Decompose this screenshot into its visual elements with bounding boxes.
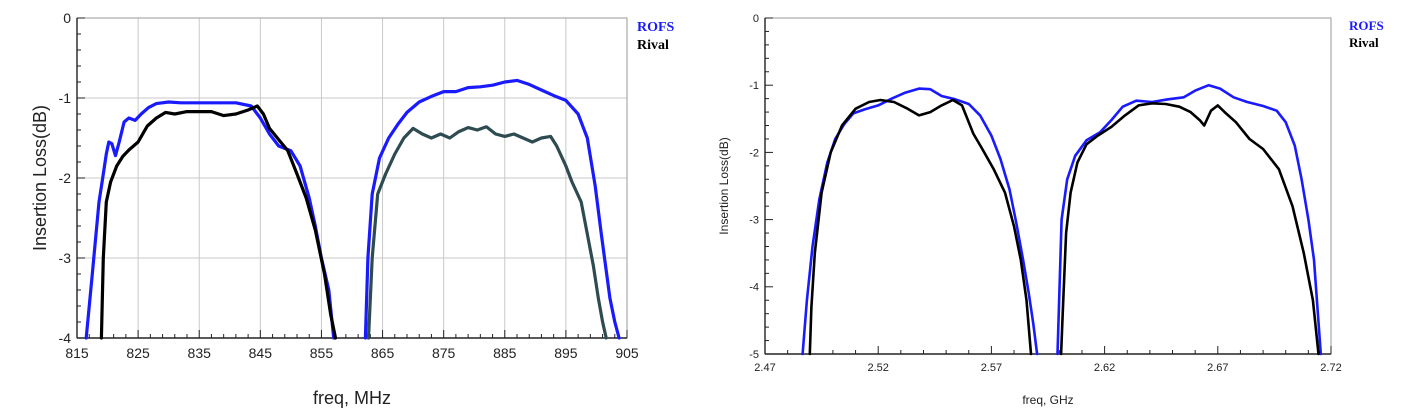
rival-series-line (1059, 102, 1320, 356)
x-tick-label: 2.72 (1320, 362, 1341, 374)
legend-entry-rofs: ROFS (637, 20, 675, 35)
x-tick-label: 2.52 (867, 362, 888, 374)
x-tick-label: 2.67 (1207, 362, 1228, 374)
y-tick-label: -4 (59, 330, 72, 346)
unlabeled-series-line (366, 125, 608, 340)
legend-entry-rofs: ROFS (1349, 18, 1384, 33)
x-tick-label: 905 (615, 345, 639, 361)
y-tick-label: -5 (749, 349, 759, 361)
x-tick-label: 845 (249, 345, 273, 361)
y-tick-label: 0 (63, 10, 71, 26)
x-tick-label: 2.47 (754, 362, 775, 374)
y-tick-label: -2 (59, 170, 72, 186)
y-tick-label: -4 (749, 282, 759, 294)
rofs-series-line (84, 100, 336, 340)
rival-series-line (808, 98, 1033, 356)
x-tick-label: 895 (554, 345, 578, 361)
x-tick-label: 2.62 (1094, 362, 1115, 374)
x-axis-label: freq, MHz (313, 388, 391, 408)
legend-entry-rival: Rival (637, 38, 669, 53)
x-axis-label: freq, GHz (1022, 393, 1073, 407)
rofs-series-line (801, 87, 1039, 356)
x-tick-label: 875 (432, 345, 456, 361)
y-tick-label: -3 (59, 250, 72, 266)
x-tick-label: 855 (310, 345, 334, 361)
rofs-series-line (363, 78, 621, 340)
x-tick-label: 835 (188, 345, 212, 361)
x-tick-label: 865 (371, 345, 395, 361)
rival-series-line (99, 104, 338, 340)
y-tick-label: 0 (753, 13, 759, 25)
x-tick-label: 2.57 (981, 362, 1002, 374)
legend-entry-rival: Rival (1349, 35, 1379, 50)
y-axis-label: Insertion Loss(dB) (717, 137, 731, 234)
chart-right: 0 -1 -2 -3 -4 -52.47 2.52 2.57 2.62 2.67 2.72 freq,… (717, 13, 1384, 407)
y-tick-label: -1 (749, 80, 759, 92)
rofs-series-line (1056, 83, 1323, 356)
x-tick-label: 815 (65, 345, 89, 361)
y-axis-label: Insertion Loss(dB) (30, 105, 50, 251)
y-tick-label: -1 (59, 90, 72, 106)
x-tick-label: 825 (126, 345, 150, 361)
y-tick-label: -2 (749, 147, 759, 159)
x-tick-label: 885 (493, 345, 517, 361)
y-tick-label: -3 (749, 214, 759, 226)
plot-frame (764, 17, 1332, 355)
